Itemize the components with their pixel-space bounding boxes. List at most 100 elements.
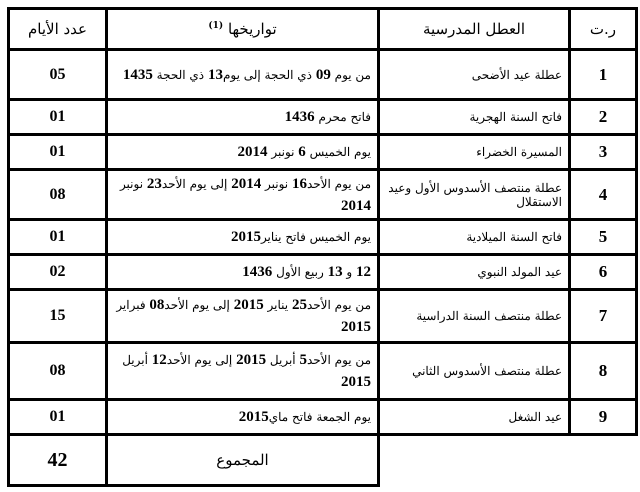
table-row: 1 عطلة عيد الأضحى من يوم 09 ذي الحجة إلى ي… bbox=[7, 48, 638, 101]
days-count: 01 bbox=[7, 218, 108, 256]
days-count: 15 bbox=[7, 288, 108, 344]
date-part: يوم الجمعة فاتح ماي bbox=[268, 410, 371, 424]
row-number: 7 bbox=[568, 288, 638, 344]
holiday-name: عطلة منتصف الأسدوس الأول وعيد الاستقلال bbox=[377, 168, 571, 221]
holidays-table: ر.ت العطل المدرسية تواريخها (1) عدد الأي… bbox=[7, 7, 638, 487]
date-part: 12 bbox=[356, 264, 371, 280]
total-value: 42 bbox=[7, 433, 108, 487]
days-count: 05 bbox=[7, 48, 108, 101]
row-number: 3 bbox=[568, 133, 638, 171]
date-part: 5 bbox=[299, 352, 307, 368]
date-part: 08 bbox=[149, 297, 165, 313]
header-holiday: العطل المدرسية bbox=[377, 7, 571, 51]
row-number: 9 bbox=[568, 398, 638, 436]
days-count: 02 bbox=[7, 253, 108, 291]
date-part: من يوم الأحد bbox=[306, 176, 371, 191]
row-number: 1 bbox=[568, 48, 638, 101]
table-row: 5 فاتح السنة الميلادية يوم الخميس فاتح ينا… bbox=[7, 218, 638, 256]
row-number: 6 bbox=[568, 253, 638, 291]
date-part: 25 bbox=[291, 297, 307, 313]
days-count: 08 bbox=[7, 168, 108, 221]
header-dates-label: تواريخها bbox=[227, 20, 277, 38]
holiday-name: عطلة عيد الأضحى bbox=[377, 48, 571, 101]
footnote-ref: (1) bbox=[208, 21, 224, 31]
table-row: 3 المسيرة الخضراء يوم الخميس 6 نونبر 2014 0… bbox=[7, 133, 638, 171]
date-part: نونبر bbox=[119, 176, 147, 191]
table-row: 6 عيد المولد النبوي 12 و 13 ربيع الأول 143… bbox=[7, 253, 638, 291]
table-row: 8 عطلة منتصف الأسدوس الثاني من يوم الأحد5 … bbox=[7, 341, 638, 401]
table-row: 7 عطلة منتصف السنة الدراسية من يوم الأحد25… bbox=[7, 288, 638, 344]
row-number: 5 bbox=[568, 218, 638, 256]
row-number: 2 bbox=[568, 98, 638, 136]
date-part: ذي الحجة bbox=[152, 67, 208, 82]
total-row: المجموع 42 bbox=[7, 433, 637, 487]
date-part: 2014 bbox=[237, 144, 268, 160]
holiday-name: فاتح السنة الميلادية bbox=[377, 218, 571, 256]
table-row: 9 عيد الشغل يوم الجمعة فاتح ماي2015 01 bbox=[7, 398, 638, 436]
date-part: و bbox=[342, 265, 356, 279]
date-part: 13 bbox=[207, 66, 223, 83]
date-part: 2015 bbox=[230, 229, 261, 245]
date-part: فاتح محرم bbox=[314, 110, 371, 124]
date-part: 2015 bbox=[341, 319, 371, 335]
holiday-dates: من يوم الأحد5 أبريل 2015 إلى يوم الأحد12… bbox=[105, 341, 380, 401]
date-part: إلى يوم الأحد bbox=[166, 353, 237, 367]
date-part: ربيع الأول bbox=[272, 265, 328, 279]
date-part: 2015 bbox=[233, 297, 264, 313]
header-number: ر.ت bbox=[568, 7, 638, 51]
date-part: أبريل bbox=[266, 353, 300, 367]
date-part: 13 bbox=[327, 264, 343, 280]
holiday-name: المسيرة الخضراء bbox=[377, 133, 571, 171]
table-row: 4 عطلة منتصف الأسدوس الأول وعيد الاستقلال… bbox=[7, 168, 638, 221]
date-part: 2014 bbox=[341, 197, 371, 214]
date-part: 2014 bbox=[231, 175, 262, 192]
date-part: 1435 bbox=[122, 66, 153, 83]
date-part: 09 bbox=[315, 66, 331, 83]
date-part: 23 bbox=[146, 175, 162, 192]
days-count: 01 bbox=[7, 133, 108, 171]
date-part: ذي الحجة إلى يوم bbox=[222, 67, 316, 82]
date-part: من يوم الأحد bbox=[306, 353, 371, 367]
holiday-dates: يوم الخميس 6 نونبر 2014 bbox=[105, 133, 380, 171]
date-part: إلى يوم الأحد bbox=[161, 176, 232, 191]
date-part: نونبر bbox=[261, 176, 292, 191]
date-part: 2015 bbox=[238, 409, 269, 425]
header-days: عدد الأيام bbox=[7, 7, 108, 51]
date-part: 12 bbox=[151, 352, 167, 368]
date-part: فبراير bbox=[116, 298, 150, 312]
date-part: يناير bbox=[263, 298, 292, 312]
date-part: 1436 bbox=[242, 264, 273, 280]
row-number: 8 bbox=[568, 341, 638, 401]
date-part: يوم الخميس فاتح يناير bbox=[260, 230, 371, 244]
row-number: 4 bbox=[568, 168, 638, 221]
holiday-dates: من يوم الأحد25 يناير 2015 إلى يوم الأحد0… bbox=[105, 288, 380, 344]
holiday-name: فاتح السنة الهجرية bbox=[377, 98, 571, 136]
holiday-dates: يوم الجمعة فاتح ماي2015 bbox=[105, 398, 380, 436]
holiday-dates: 12 و 13 ربيع الأول 1436 bbox=[105, 253, 380, 291]
holiday-dates: من يوم 09 ذي الحجة إلى يوم13 ذي الحجة 14… bbox=[105, 48, 380, 101]
days-count: 01 bbox=[7, 98, 108, 136]
days-count: 01 bbox=[7, 398, 108, 436]
holiday-dates: فاتح محرم 1436 bbox=[105, 98, 380, 136]
date-part: أبريل bbox=[122, 353, 152, 367]
holiday-dates: من يوم الأحد16 نونبر 2014 إلى يوم الأحد2… bbox=[105, 168, 380, 221]
header-dates: تواريخها (1) bbox=[105, 7, 380, 51]
holiday-name: عيد الشغل bbox=[377, 398, 571, 436]
days-count: 08 bbox=[7, 341, 108, 401]
holiday-name: عطلة منتصف السنة الدراسية bbox=[377, 288, 571, 344]
header-row: ر.ت العطل المدرسية تواريخها (1) عدد الأي… bbox=[7, 7, 638, 51]
holiday-dates: يوم الخميس فاتح يناير2015 bbox=[105, 218, 380, 256]
table-row: 2 فاتح السنة الهجرية فاتح محرم 1436 01 bbox=[7, 98, 638, 136]
total-label: المجموع bbox=[105, 433, 380, 487]
holiday-name: عطلة منتصف الأسدوس الثاني bbox=[377, 341, 571, 401]
date-part: نونبر bbox=[267, 145, 299, 159]
date-part: من يوم bbox=[330, 67, 371, 82]
date-part: 2015 bbox=[341, 374, 371, 390]
holiday-name: عيد المولد النبوي bbox=[377, 253, 571, 291]
date-part: من يوم الأحد bbox=[306, 298, 371, 312]
blank-cell bbox=[378, 433, 637, 486]
date-part: 1436 bbox=[284, 109, 315, 125]
date-part: 6 bbox=[298, 144, 306, 160]
date-part: يوم الخميس bbox=[305, 145, 371, 159]
date-part: 16 bbox=[291, 175, 307, 192]
